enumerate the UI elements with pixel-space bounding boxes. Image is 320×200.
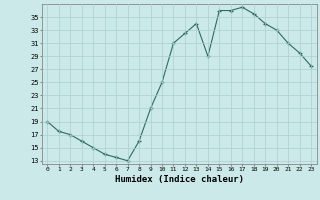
X-axis label: Humidex (Indice chaleur): Humidex (Indice chaleur) <box>115 175 244 184</box>
